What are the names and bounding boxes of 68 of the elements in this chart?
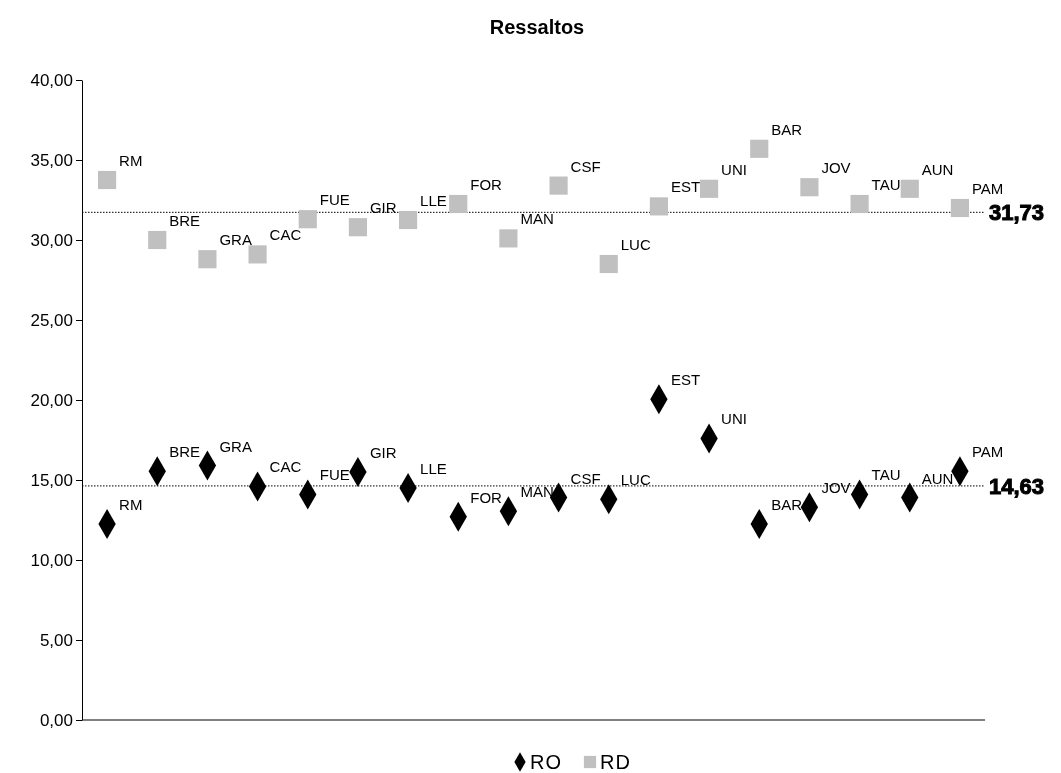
y-tick-label: 25,00 [30,310,73,330]
data-label: LUC [620,471,651,489]
data-label: BAR [771,120,803,138]
chart-title: Ressaltos [489,16,585,38]
data-label: CAC [269,458,302,476]
data-label: LUC [620,236,651,253]
point [148,230,167,250]
point [700,179,719,198]
point [348,218,367,237]
ref-line-label: 31,73 [989,200,1045,226]
y-tick-label: 35,00 [30,150,73,170]
data-label: CAC [269,226,302,244]
data-label: LLE [420,460,447,477]
data-label: JOV [821,159,851,177]
point [449,194,468,214]
point [750,139,769,158]
point [599,254,618,274]
point [549,176,568,195]
data-label: FOR [470,488,503,506]
point [950,198,969,218]
y-tick-label: 20,00 [30,390,73,410]
data-label: TAU [871,466,901,484]
data-label: GIR [369,444,397,461]
point [98,170,117,190]
point [900,179,919,198]
point [198,250,217,269]
data-label: FOR [470,176,503,193]
y-tick-label: 0,00 [39,710,73,730]
data-label: EST [670,178,701,196]
data-label: AUN [921,469,954,487]
data-label: LLE [420,192,447,209]
data-label: CSF [570,157,601,175]
point [850,194,869,214]
y-tick-label: 40,00 [30,70,73,90]
y-tick-label: 5,00 [39,630,73,650]
data-label: JOV [821,479,851,497]
data-label: CSF [570,469,601,487]
point [248,245,267,264]
legend-label: RO [530,751,562,773]
data-label: PAM [971,443,1004,461]
point [399,210,418,230]
data-label: PAM [971,180,1004,197]
data-label: GIR [369,199,397,217]
point [649,197,668,216]
data-label: TAU [871,176,901,193]
legend-label: RD [600,751,631,773]
point [499,229,518,248]
data-label: UNI [721,410,747,428]
data-label: FUE [319,466,350,484]
data-label: BAR [771,496,803,513]
point [800,178,819,197]
data-label: BRE [169,212,201,229]
data-label: EST [670,371,701,389]
y-tick-label: 30,00 [30,230,73,250]
data-label: MAN [520,210,554,228]
data-label: FUE [319,191,350,209]
data-label: RM [119,496,143,513]
data-label: AUN [921,160,954,178]
y-tick-label: 10,00 [30,550,73,570]
data-label: UNI [721,160,747,178]
data-label: RM [119,152,143,169]
ref-line-label: 14,63 [989,473,1045,499]
data-label: GRA [219,437,252,455]
data-label: BRE [169,443,201,461]
data-label: GRA [219,231,252,249]
point [298,210,317,229]
y-tick-label: 15,00 [30,470,73,490]
data-label: MAN [520,483,554,501]
